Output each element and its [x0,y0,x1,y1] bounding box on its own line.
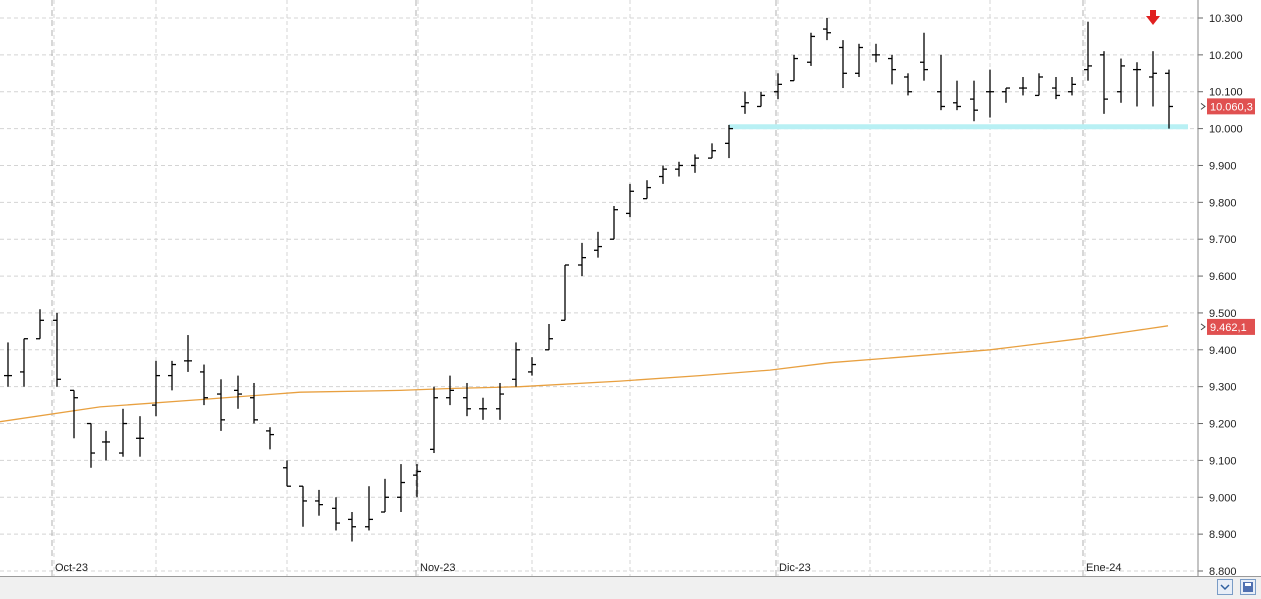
y-tick-label: 9.500 [1209,308,1237,320]
save-icon[interactable] [1240,579,1256,595]
price-tag [1207,98,1255,115]
price-pointer-icon [1200,323,1206,331]
y-tick-label: 9.600 [1209,271,1237,283]
y-tick-label: 10.100 [1209,87,1243,99]
y-tick-label: 10.300 [1209,13,1243,25]
y-tick-label: 9.400 [1209,345,1237,357]
price-pointer-icon [1200,102,1206,110]
price-tag [1207,318,1255,335]
y-tick-label: 8.800 [1209,566,1237,578]
y-tick-label: 8.900 [1209,529,1237,541]
month-label: Dic-23 [779,562,811,574]
y-tick-label: 9.100 [1209,455,1237,467]
y-tick-label: 9.700 [1209,234,1237,246]
scroll-down-button[interactable] [1217,579,1233,595]
y-tick-label: 9.300 [1209,382,1237,394]
bottom-toolbar [0,576,1261,599]
price-tag-label: 10.060,3 [1210,101,1253,113]
moving-average-line [0,325,1169,423]
y-tick-label: 10.000 [1209,124,1243,136]
y-tick-label: 9.800 [1209,197,1237,209]
y-tick-label: 9.200 [1209,419,1237,431]
month-label: Oct-23 [55,562,88,574]
y-tick-label: 9.900 [1209,160,1237,172]
y-tick-label: 10.200 [1209,50,1243,62]
sell-arrow-icon [1146,10,1160,25]
y-tick-label: 9.000 [1209,492,1237,504]
price-tag-label: 9.462,1 [1210,322,1247,334]
month-label: Nov-23 [420,562,455,574]
month-label: Ene-24 [1086,562,1121,574]
